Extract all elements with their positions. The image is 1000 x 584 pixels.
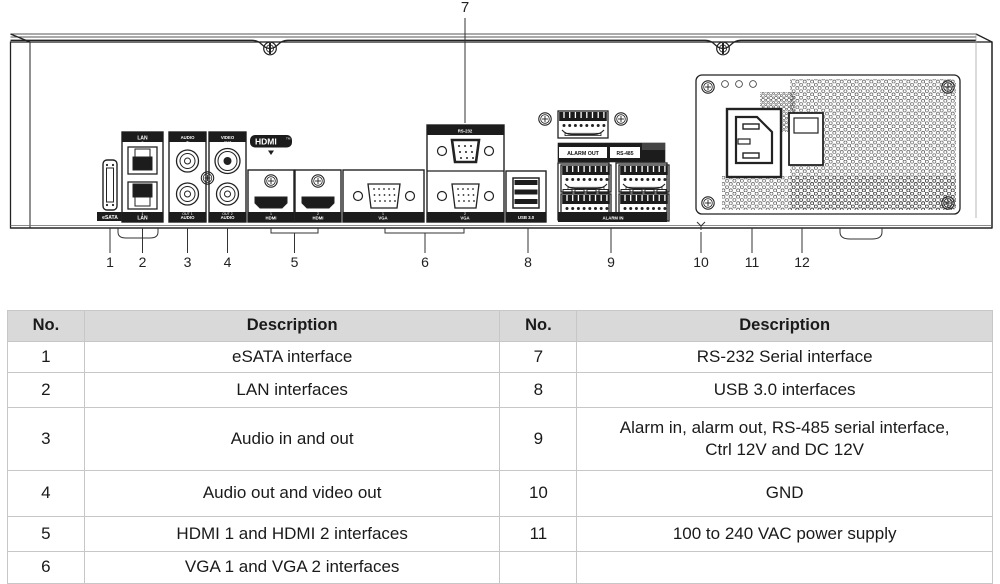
svg-text:HDMI: HDMI [313, 216, 324, 221]
svg-text:2: 2 [139, 254, 147, 270]
svg-text:TM: TM [286, 137, 291, 141]
svg-text:IN: IN [186, 141, 190, 145]
svg-text:11: 11 [745, 254, 760, 270]
svg-text:eSATA: eSATA [102, 215, 118, 221]
svg-text:HDMI: HDMI [255, 137, 277, 147]
svg-text:VGA: VGA [460, 216, 469, 221]
svg-text:AUDIO: AUDIO [181, 135, 196, 140]
svg-text:1: 1 [382, 212, 384, 216]
svg-text:VGA: VGA [378, 216, 387, 221]
svg-text:HDMI: HDMI [266, 216, 277, 221]
svg-text:USB 3.0: USB 3.0 [518, 215, 535, 220]
svg-text:1: 1 [270, 212, 272, 216]
svg-text:3: 3 [184, 254, 192, 270]
svg-text:OUT 1: OUT 1 [182, 212, 193, 216]
svg-text:10: 10 [693, 254, 709, 270]
svg-text:4: 4 [224, 254, 232, 270]
svg-text:2: 2 [464, 212, 466, 216]
svg-text:12: 12 [794, 254, 810, 270]
svg-text:RS-232: RS-232 [458, 129, 473, 134]
svg-text:8: 8 [524, 254, 532, 270]
svg-text:2: 2 [317, 212, 319, 216]
svg-text:9: 9 [607, 254, 615, 270]
svg-text:OUT: OUT [224, 141, 232, 145]
svg-text:OUT 2: OUT 2 [222, 212, 233, 216]
svg-text:RS-485: RS-485 [617, 151, 634, 157]
svg-text:5: 5 [291, 254, 299, 270]
svg-text:ALARM OUT: ALARM OUT [567, 151, 600, 157]
svg-text:1: 1 [106, 254, 114, 270]
svg-text:7: 7 [461, 0, 469, 16]
svg-text:ALARM IN: ALARM IN [602, 216, 623, 221]
svg-text:6: 6 [421, 254, 429, 270]
svg-text:VIDEO: VIDEO [221, 135, 235, 140]
svg-text:LAN: LAN [137, 216, 148, 222]
